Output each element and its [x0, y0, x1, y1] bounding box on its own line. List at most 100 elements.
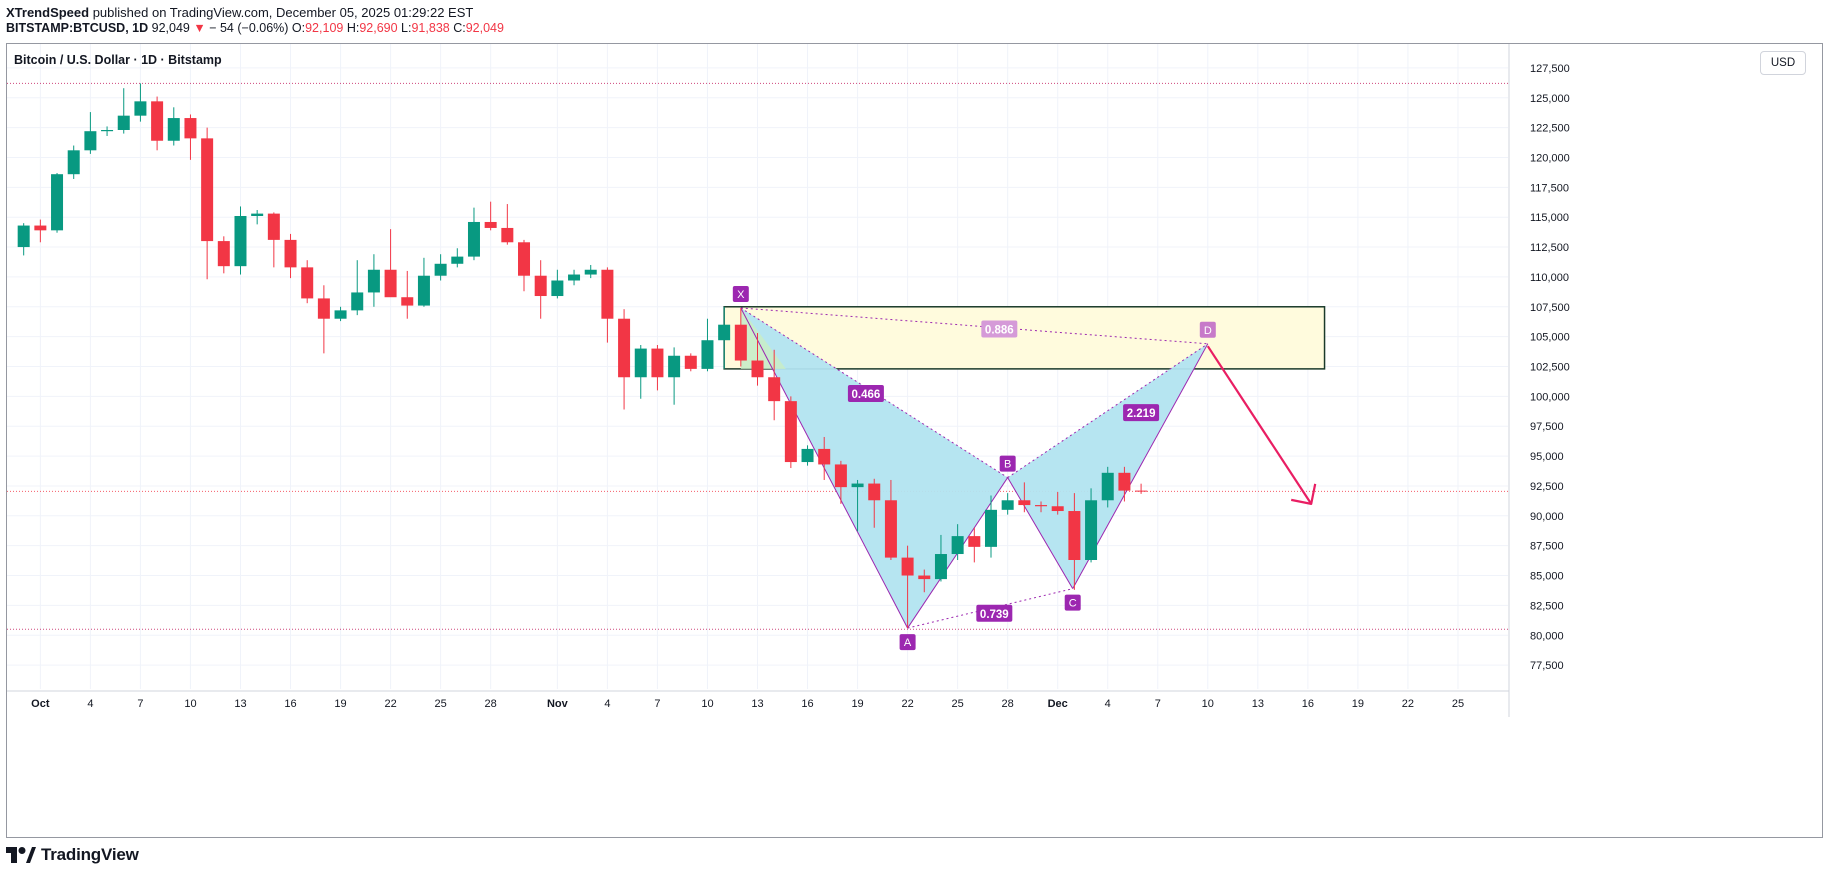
candle: [401, 270, 414, 319]
candle: [1118, 466, 1131, 502]
price-change: − 54 (−0.06%): [209, 21, 289, 35]
y-tick-label: 90,000: [1530, 511, 1564, 523]
candle: [217, 236, 230, 274]
candle: [1018, 482, 1031, 513]
low-label: L:: [401, 21, 412, 35]
ratio-badge: [847, 384, 884, 402]
pattern-point-b: B: [999, 455, 1016, 472]
candle-body: [17, 225, 30, 248]
candle-body: [367, 269, 380, 293]
candle: [868, 478, 881, 528]
y-tick-label: 102,500: [1530, 362, 1570, 374]
ohlc-line: BITSTAMP:BTCUSD, 1D 92,049 ▼ − 54 (−0.06…: [6, 21, 504, 35]
y-tick-label: 97,500: [1530, 421, 1564, 433]
candle: [251, 210, 264, 225]
candle: [151, 96, 164, 151]
candle-body: [584, 269, 597, 275]
candle-body: [1118, 472, 1131, 491]
x-tick-label: 4: [604, 698, 610, 710]
candle-body: [1068, 511, 1081, 560]
y-tick-label: 110,000: [1530, 272, 1569, 284]
candle: [1135, 483, 1148, 494]
candle-body: [901, 557, 914, 576]
candle: [918, 569, 931, 593]
candle: [451, 248, 464, 268]
x-tick-label: 22: [1402, 698, 1414, 710]
tradingview-logo[interactable]: TradingView: [6, 845, 139, 865]
pattern-labels-layer: 0.466 0.739 2.219 0.886 X A B C D: [732, 285, 1317, 651]
candle: [117, 88, 130, 134]
candle: [668, 347, 681, 405]
candle: [618, 309, 631, 410]
y-tick-label: 107,500: [1530, 302, 1570, 314]
x-tick-label: 13: [234, 698, 246, 710]
x-tick-label: 22: [901, 698, 913, 710]
pattern-point-a: A: [899, 634, 916, 651]
candle: [934, 534, 947, 582]
candle: [801, 445, 814, 466]
candle-body: [568, 274, 581, 281]
logo-text: TradingView: [41, 845, 139, 864]
candle-body: [167, 118, 180, 141]
axes: 127,500 125,000 122,500 120,000 117,500 115,0…: [7, 44, 1570, 717]
candle: [267, 212, 280, 268]
point-label: B: [1004, 459, 1011, 471]
close-value: 92,049: [465, 21, 504, 35]
candle-body: [467, 221, 480, 257]
x-tick-label: 7: [654, 698, 660, 710]
tradingview-logo-icon: [6, 847, 36, 863]
candle-body: [784, 401, 797, 463]
candle: [984, 495, 997, 558]
reference-lines: [7, 82, 1508, 630]
y-tick-label: 105,000: [1530, 332, 1570, 344]
published-text: published on TradingView.com, December 0…: [92, 5, 474, 20]
candle: [1035, 501, 1048, 513]
y-tick-label: 112,500: [1530, 242, 1569, 254]
candle-body: [67, 150, 80, 175]
candle: [1101, 466, 1114, 508]
candle: [84, 112, 97, 154]
y-tick-label: 125,000: [1530, 93, 1570, 105]
candle-body: [518, 242, 531, 276]
symbol-label: BITSTAMP:BTCUSD, 1D: [6, 21, 149, 35]
candle-body: [718, 324, 731, 341]
grid: [7, 44, 1508, 689]
target-zone-layer: [723, 306, 1326, 370]
candle: [951, 524, 964, 560]
candle: [417, 257, 430, 307]
candle-body: [984, 509, 997, 547]
x-tick-label: Oct: [31, 698, 50, 710]
candle-body: [51, 174, 64, 231]
candle-body: [601, 269, 614, 319]
candle: [1001, 493, 1014, 515]
candle: [434, 254, 447, 281]
currency-button[interactable]: USD: [1760, 51, 1806, 75]
candle: [184, 114, 197, 160]
x-tick-label: 10: [1202, 698, 1214, 710]
candle: [17, 223, 30, 256]
change-down-icon: ▼: [193, 21, 206, 35]
author-name[interactable]: XTrendSpeed: [6, 5, 90, 20]
candle-body: [217, 241, 230, 267]
y-tick-label: 87,500: [1530, 541, 1564, 553]
candle-body: [551, 280, 564, 297]
candle: [734, 307, 747, 367]
candle-body: [768, 377, 781, 402]
candle: [818, 436, 831, 480]
candle-body: [284, 239, 297, 268]
candle-body: [651, 348, 664, 378]
candle: [684, 353, 697, 372]
ratio-badge: [976, 604, 1013, 622]
x-tick-label: 19: [851, 698, 863, 710]
pattern-point-d: D: [1199, 321, 1216, 338]
candle-body: [534, 275, 547, 297]
point-label: A: [904, 637, 912, 649]
candle-body: [734, 324, 747, 361]
candle-body: [317, 298, 330, 319]
ratio-label: 0.466: [847, 384, 884, 402]
candle: [301, 260, 314, 304]
candle-body: [151, 101, 164, 141]
candle: [501, 204, 514, 245]
ratio-badge: [981, 320, 1018, 338]
